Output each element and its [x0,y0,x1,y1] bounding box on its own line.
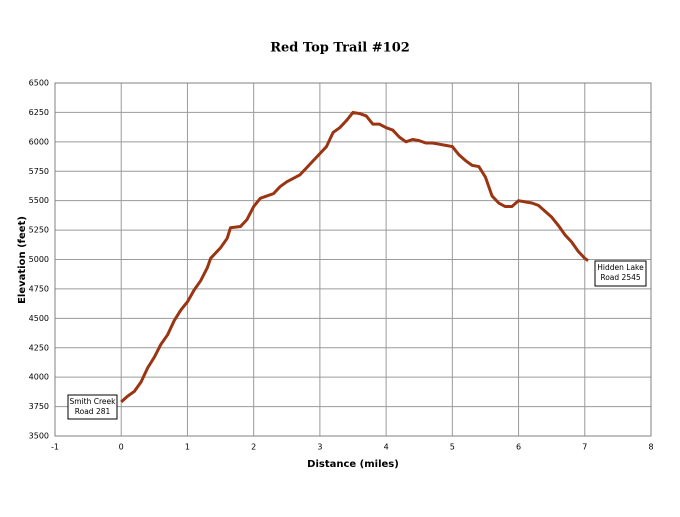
annotation-text: Road 281 [75,407,111,416]
y-tick-label: 6000 [29,137,49,146]
annotation-box [594,260,647,287]
y-tick-label: 3500 [29,432,49,441]
y-axis-label: Elevation (feet) [17,216,28,304]
y-tick-label: 4500 [29,314,49,323]
x-tick-label: 4 [384,443,389,452]
annotation-text: Road 2545 [600,273,641,282]
x-tick-label: 2 [251,443,256,452]
x-tick-label: 3 [317,443,322,452]
y-tick-label: 5250 [29,226,49,235]
x-tick-label: 8 [648,443,653,452]
x-axis-label: Distance (miles) [307,459,399,470]
y-tick-label: 5500 [29,196,49,205]
x-tick-label: 5 [450,443,455,452]
x-tick-label: 0 [119,443,124,452]
x-tick-label: -1 [51,443,59,452]
annotation-box [67,394,118,420]
x-tick-label: 7 [582,443,587,452]
y-tick-label: 6250 [29,108,49,117]
y-tick-label: 6500 [29,79,49,88]
annotation-text: Hidden Lake [597,263,644,272]
x-tick-label: 6 [516,443,521,452]
y-tick-label: 5750 [29,167,49,176]
plot-border [54,82,652,437]
y-tick-label: 4250 [29,343,49,352]
elevation-line [120,110,589,404]
y-tick-label: 3750 [29,402,49,411]
y-tick-label: 4000 [29,373,49,382]
y-tick-label: 4750 [29,284,49,293]
chart-title: Red Top Trail #102 [270,41,410,56]
x-tick-label: 1 [185,443,190,452]
y-tick-label: 5000 [29,255,49,264]
annotation-text: Smith Creek [70,397,117,406]
